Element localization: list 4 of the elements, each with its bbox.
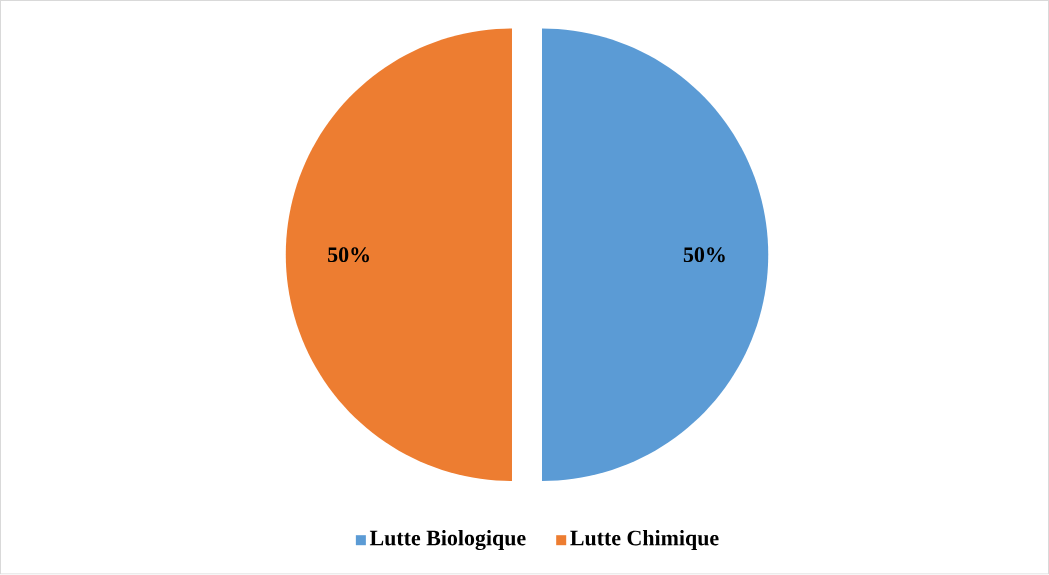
legend-label: Lutte Chimique — [570, 530, 719, 551]
data-label: 50% — [683, 247, 725, 263]
legend-label: Lutte Biologique — [369, 530, 526, 551]
data-label: 50% — [328, 247, 369, 263]
